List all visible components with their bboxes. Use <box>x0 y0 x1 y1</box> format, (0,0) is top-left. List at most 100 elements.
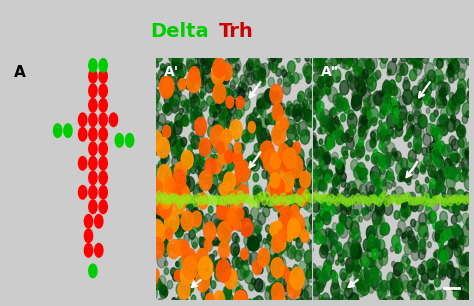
Circle shape <box>467 91 472 97</box>
Circle shape <box>433 59 438 66</box>
Circle shape <box>394 211 400 219</box>
Circle shape <box>404 244 412 255</box>
Circle shape <box>219 196 225 205</box>
Circle shape <box>254 119 261 130</box>
Circle shape <box>216 192 220 199</box>
Circle shape <box>430 125 437 135</box>
Circle shape <box>352 92 355 97</box>
Circle shape <box>232 59 241 73</box>
Circle shape <box>291 195 296 203</box>
Circle shape <box>155 201 164 215</box>
Circle shape <box>278 210 284 219</box>
Circle shape <box>208 174 218 190</box>
Circle shape <box>426 285 435 300</box>
Circle shape <box>54 124 62 137</box>
Circle shape <box>338 254 344 263</box>
Circle shape <box>327 76 333 86</box>
Circle shape <box>399 96 407 109</box>
Circle shape <box>413 63 421 76</box>
Circle shape <box>176 276 180 282</box>
Circle shape <box>319 245 328 258</box>
Circle shape <box>311 92 317 99</box>
Circle shape <box>348 235 357 250</box>
Circle shape <box>398 196 403 203</box>
Circle shape <box>285 272 292 283</box>
Circle shape <box>285 188 292 199</box>
Circle shape <box>450 278 458 291</box>
Circle shape <box>443 245 453 260</box>
Circle shape <box>250 221 253 226</box>
Circle shape <box>425 207 432 219</box>
Circle shape <box>390 247 394 252</box>
Circle shape <box>176 262 179 267</box>
Circle shape <box>314 268 321 279</box>
Circle shape <box>342 278 350 290</box>
Circle shape <box>277 186 283 194</box>
Circle shape <box>380 129 388 141</box>
Circle shape <box>283 174 291 186</box>
Circle shape <box>160 227 164 233</box>
Circle shape <box>395 248 398 253</box>
Circle shape <box>265 287 275 302</box>
Circle shape <box>289 144 298 159</box>
Circle shape <box>435 290 442 301</box>
Circle shape <box>435 76 441 85</box>
Circle shape <box>348 293 358 306</box>
Circle shape <box>198 257 213 279</box>
Circle shape <box>446 52 456 68</box>
Circle shape <box>165 63 170 71</box>
Circle shape <box>99 128 107 141</box>
Circle shape <box>406 193 410 201</box>
Circle shape <box>377 188 381 195</box>
Circle shape <box>446 118 449 125</box>
Circle shape <box>240 143 243 148</box>
Circle shape <box>367 111 372 118</box>
Circle shape <box>270 222 279 237</box>
Circle shape <box>201 288 209 300</box>
Circle shape <box>329 194 334 202</box>
Circle shape <box>443 74 447 79</box>
Circle shape <box>172 132 175 137</box>
Circle shape <box>421 272 428 283</box>
Circle shape <box>306 76 311 84</box>
Circle shape <box>398 175 402 182</box>
Circle shape <box>179 239 186 250</box>
Circle shape <box>172 58 179 68</box>
Circle shape <box>287 268 292 276</box>
Circle shape <box>460 147 468 160</box>
Circle shape <box>415 199 424 212</box>
Circle shape <box>190 118 194 123</box>
Circle shape <box>167 281 173 289</box>
Circle shape <box>310 203 319 217</box>
Circle shape <box>283 234 292 248</box>
Circle shape <box>363 239 372 252</box>
Circle shape <box>279 215 289 231</box>
Circle shape <box>241 144 245 150</box>
Circle shape <box>220 89 225 96</box>
Circle shape <box>311 273 314 278</box>
Circle shape <box>320 117 327 127</box>
Circle shape <box>447 164 456 179</box>
Circle shape <box>210 57 214 64</box>
Circle shape <box>414 95 422 108</box>
Circle shape <box>350 244 360 259</box>
Circle shape <box>167 74 176 88</box>
Circle shape <box>181 163 190 178</box>
Circle shape <box>281 66 284 71</box>
Circle shape <box>451 268 461 283</box>
Circle shape <box>382 145 386 153</box>
Circle shape <box>279 209 286 220</box>
Circle shape <box>262 95 271 109</box>
Circle shape <box>423 76 430 88</box>
Circle shape <box>425 62 434 77</box>
Circle shape <box>210 125 225 147</box>
Circle shape <box>354 245 362 258</box>
Circle shape <box>330 283 339 296</box>
Circle shape <box>449 92 454 99</box>
Circle shape <box>436 81 446 97</box>
Circle shape <box>173 220 182 234</box>
Circle shape <box>341 259 345 266</box>
Circle shape <box>219 171 225 180</box>
Circle shape <box>455 241 459 248</box>
Circle shape <box>401 203 405 208</box>
